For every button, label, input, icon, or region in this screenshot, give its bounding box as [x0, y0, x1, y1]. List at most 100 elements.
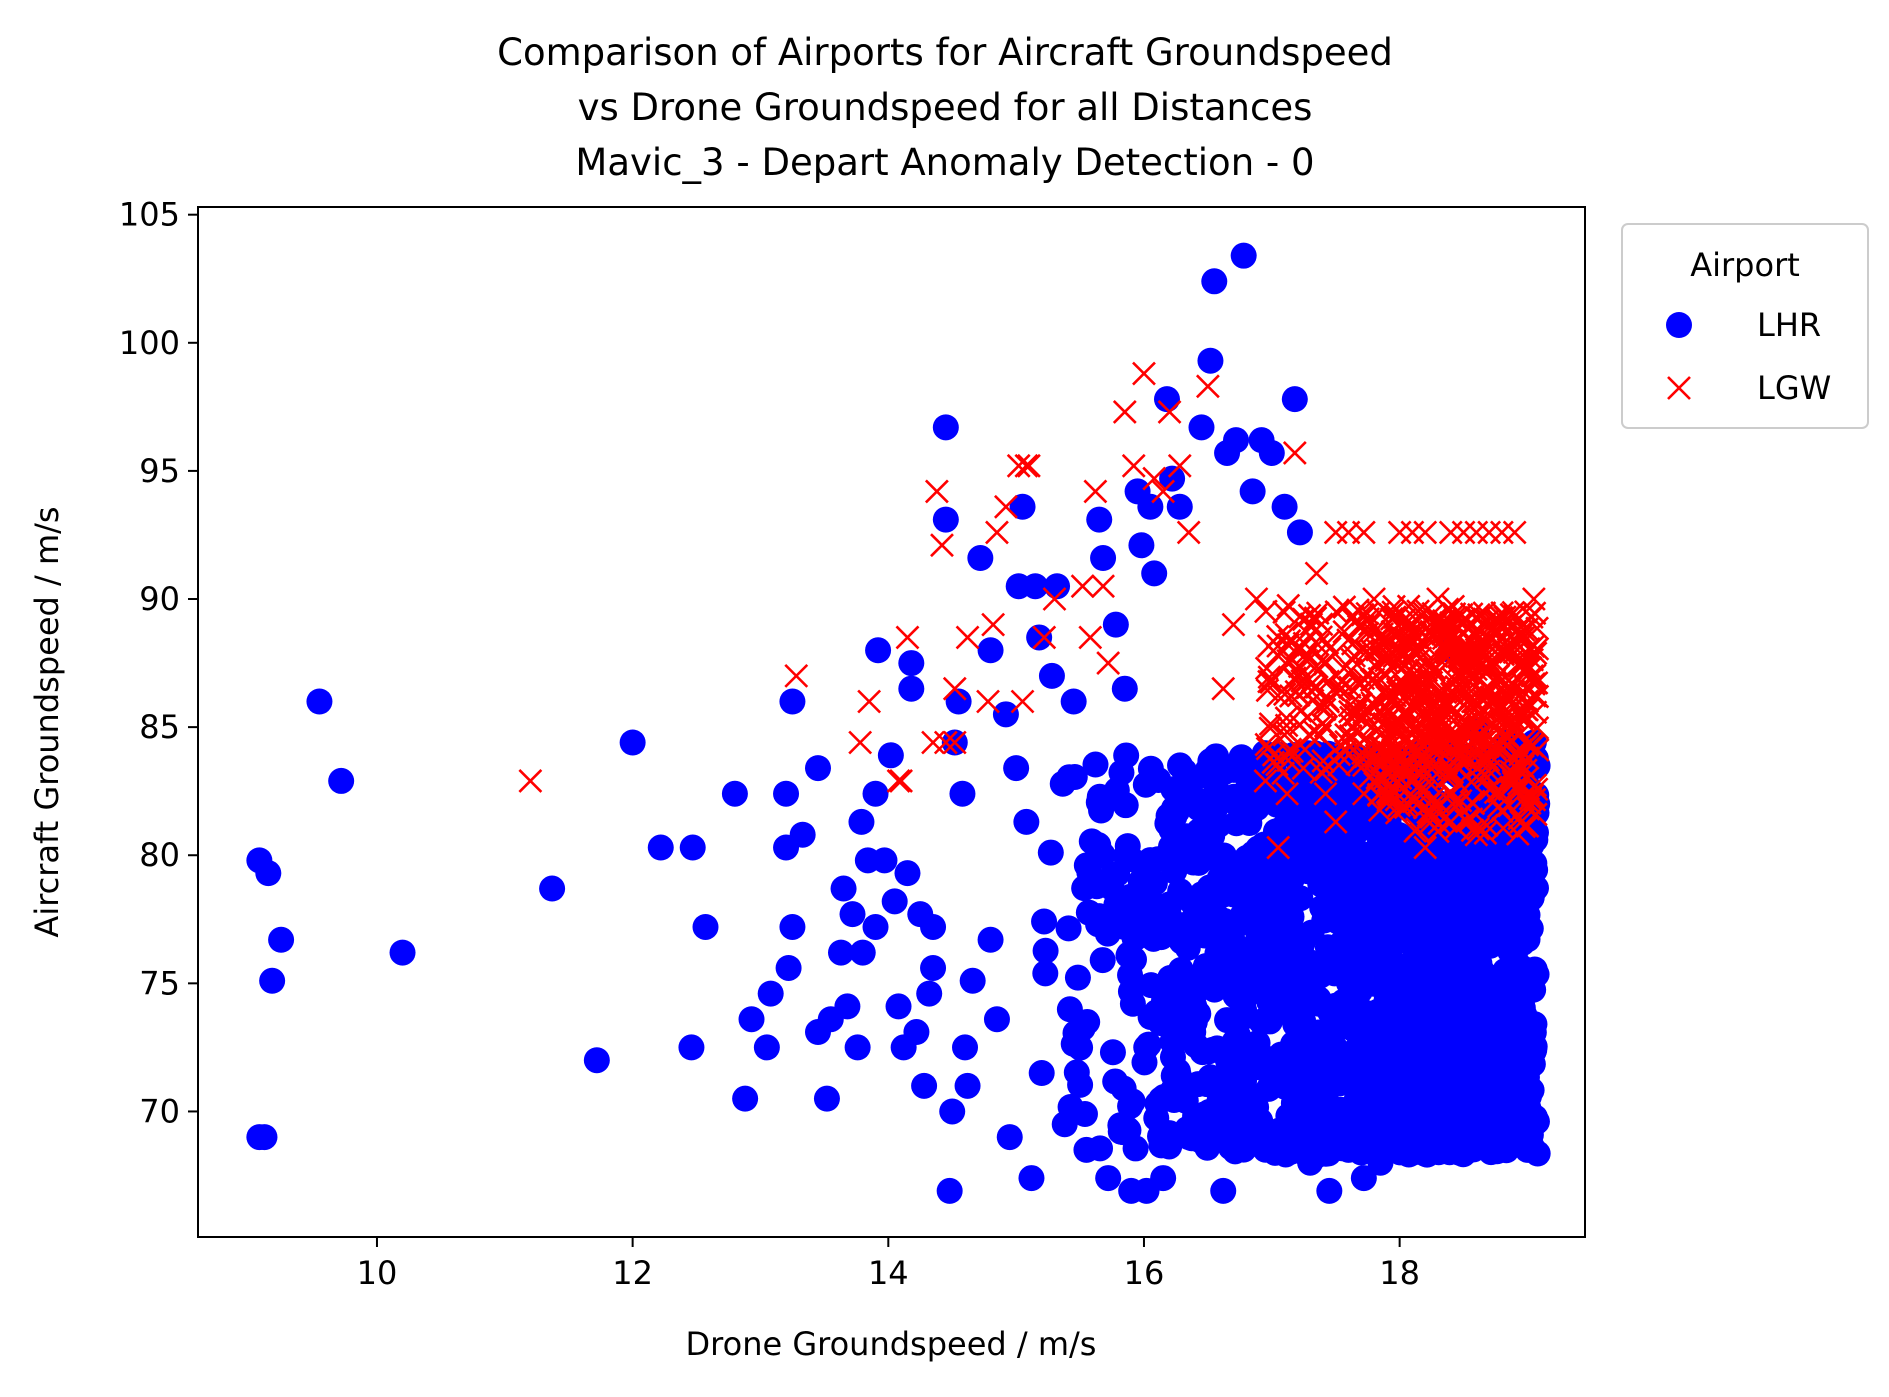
lgw-point — [955, 625, 980, 650]
lgw-point — [1440, 640, 1464, 665]
lgw-point — [1437, 648, 1462, 673]
y-axis-label: Aircraft Groundspeed / m/s — [28, 506, 66, 937]
lhr-point — [949, 780, 976, 807]
lhr-point — [1409, 1097, 1436, 1124]
lhr-point — [1281, 1043, 1308, 1070]
lgw-point — [1438, 520, 1463, 545]
lgw-point — [1258, 712, 1283, 736]
lgw-point — [1321, 677, 1345, 702]
lhr-point — [1158, 989, 1185, 1016]
lhr-point — [679, 834, 706, 861]
lgw-point — [1014, 453, 1039, 478]
lgw-point — [1286, 635, 1310, 660]
lhr-point — [1141, 560, 1168, 587]
lgw-point — [1257, 669, 1281, 694]
chart-title-line-1: Comparison of Airports for Aircraft Grou… — [497, 31, 1393, 74]
lhr-point — [306, 688, 333, 715]
lhr-point — [1486, 1000, 1513, 1027]
lhr-point — [1255, 1075, 1282, 1102]
lgw-point — [1479, 776, 1504, 800]
lhr-point — [1141, 869, 1168, 896]
lgw-point — [1468, 640, 1493, 665]
lhr-point — [1307, 870, 1334, 897]
lgw-point — [1490, 600, 1515, 625]
lgw-point — [1381, 600, 1406, 625]
lhr-point — [844, 1034, 871, 1061]
x-tick-label: 10 — [357, 1254, 398, 1292]
lgw-point — [1327, 742, 1352, 767]
plot-frame — [197, 206, 1586, 1238]
lgw-point — [1255, 678, 1280, 703]
lgw-point — [1376, 782, 1401, 807]
lgw-point — [930, 533, 954, 558]
lhr-point — [1224, 933, 1251, 960]
lgw-point — [1151, 479, 1176, 504]
lgw-point — [1351, 520, 1376, 545]
lhr-point — [1028, 1060, 1055, 1087]
lgw-point — [1449, 602, 1474, 627]
chart-title-line-3: Mavic_3 - Depart Anomaly Detection - 0 — [575, 141, 1314, 184]
lhr-point — [828, 939, 855, 966]
lgw-point — [1468, 746, 1493, 771]
lhr-point — [1216, 1055, 1243, 1082]
lhr-point — [1287, 885, 1314, 912]
lgw-point — [1083, 479, 1108, 504]
lhr-point — [1271, 909, 1298, 936]
lgw-point — [1477, 520, 1502, 545]
lhr-point — [1195, 834, 1222, 861]
lgw-point — [924, 479, 949, 504]
lhr-point — [1425, 1035, 1452, 1062]
y-tick-label: 95 — [139, 452, 180, 490]
lhr-point — [1111, 675, 1138, 702]
lgw-point — [1338, 723, 1363, 748]
lgw-point — [1402, 767, 1427, 792]
lhr-point — [1188, 414, 1215, 441]
lgw-point — [985, 520, 1009, 545]
lgw-point — [1314, 714, 1339, 739]
lgw-point — [1482, 668, 1507, 693]
lhr-point — [1118, 846, 1145, 873]
lhr-point — [1073, 1136, 1100, 1163]
lgw-point — [1501, 647, 1526, 672]
lgw-point — [1221, 612, 1246, 637]
y-tick-label: 100 — [119, 324, 180, 362]
lhr-point — [1197, 1064, 1224, 1091]
lhr-point — [1243, 795, 1270, 822]
x-tick-label: 16 — [1124, 1254, 1165, 1292]
chart-title-line-2: vs Drone Groundspeed for all Distances — [578, 86, 1313, 129]
lgw-point — [1410, 683, 1435, 707]
lhr-point — [939, 1098, 966, 1125]
lgw-point — [1405, 817, 1429, 841]
lhr-point — [1248, 1008, 1275, 1035]
lhr-point — [1463, 937, 1490, 964]
lhr-point — [1090, 545, 1117, 572]
lhr-point — [1258, 439, 1285, 466]
lhr-point — [920, 954, 947, 981]
lhr-point — [1252, 965, 1279, 992]
lhr-point — [255, 860, 282, 887]
lhr-point — [1117, 883, 1144, 910]
lhr-point — [1120, 946, 1147, 973]
lgw-point — [1418, 810, 1442, 835]
lgw-point — [1448, 714, 1473, 739]
lhr-point — [1038, 662, 1065, 689]
lgw-point — [1276, 632, 1301, 657]
lgw-point — [1341, 738, 1365, 763]
lgw-point — [1523, 773, 1548, 798]
lgw-point — [1195, 374, 1220, 399]
lgw-point — [1434, 751, 1459, 776]
lhr-point — [932, 414, 959, 441]
lgw-point — [1302, 675, 1327, 700]
lgw-point — [1314, 757, 1338, 782]
lgw-point — [886, 769, 911, 793]
lhr-point — [1299, 1069, 1326, 1096]
lhr-point — [389, 939, 416, 966]
lgw-point — [1466, 755, 1491, 780]
lhr-point — [1168, 925, 1195, 952]
lgw-point — [1365, 637, 1390, 662]
lhr-point — [1323, 897, 1350, 924]
lhr-point — [1032, 960, 1059, 987]
lgw-point — [1438, 810, 1463, 834]
lhr-point — [977, 926, 1004, 953]
lhr-point — [1128, 532, 1155, 559]
